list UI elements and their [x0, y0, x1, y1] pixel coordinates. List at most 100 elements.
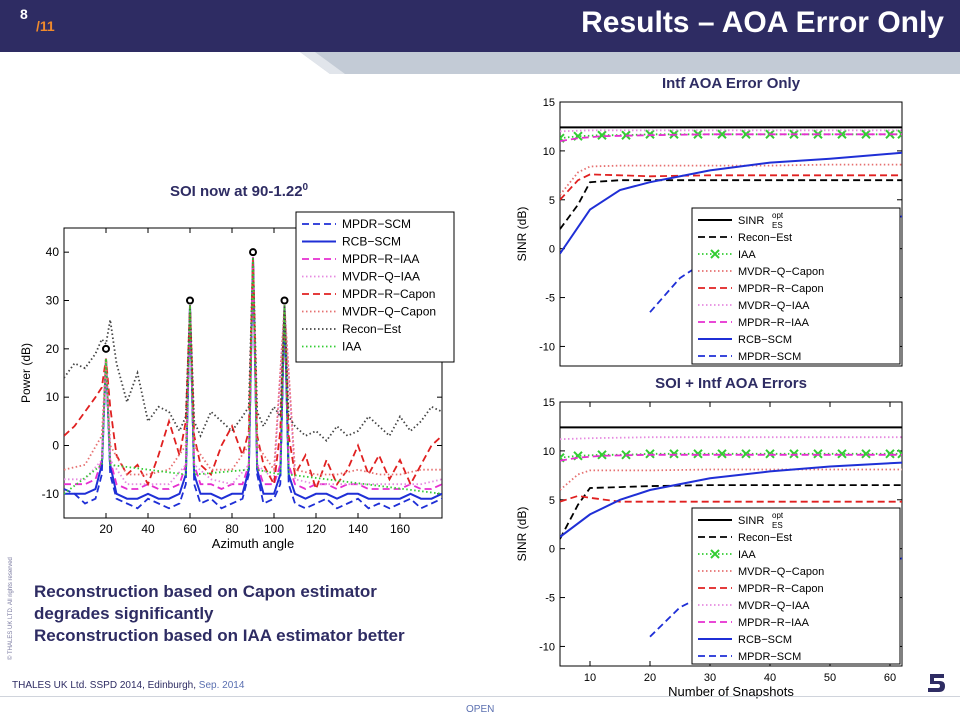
- x-tick-label: 40: [764, 672, 776, 684]
- series-line-mpdr-r-capon: [560, 494, 902, 503]
- left-chart-title-text: SOI now at 90-1.22: [170, 183, 303, 200]
- series-marker-iaa: [765, 449, 775, 459]
- legend-label-mpdr-r-capon: MPDR−R−Capon: [738, 283, 824, 295]
- legend-label-rcb-scm: RCB−SCM: [342, 235, 401, 249]
- series-marker-iaa: [897, 449, 902, 459]
- series-line-iaa: [64, 256, 442, 495]
- footer-classification: OPEN: [466, 704, 495, 715]
- y-tick-label: 0: [52, 439, 59, 453]
- x-tick-label: 120: [306, 522, 326, 536]
- series-line-rcb-scm: [560, 461, 902, 538]
- x-tick-label: 160: [390, 522, 410, 536]
- y-tick-label: 10: [543, 446, 555, 458]
- series-marker-iaa: [837, 129, 847, 139]
- series-line-recon-est: [64, 256, 442, 443]
- slide-title: Results – AOA Error Only: [581, 6, 944, 39]
- x-axis-label: Number of Snapshots: [668, 684, 794, 699]
- series-line-mpdr-scm: [64, 256, 442, 510]
- legend-label-iaa: IAA: [738, 549, 756, 561]
- legend-label-mvdr-q-iaa: MVDR−Q−IAA: [738, 600, 810, 612]
- series-line-rcb-scm: [64, 256, 442, 500]
- legend-label-mvdr-q-iaa: MVDR−Q−IAA: [342, 270, 420, 284]
- y-axis-label: SINR (dB): [515, 507, 529, 562]
- page-total: /11: [36, 18, 55, 34]
- left-chart-power-vs-azimuth: -10 0 10 20 30 40 20 40 60 80 100 120 140 160 Azimuth …: [19, 211, 455, 551]
- y-tick-label: -10: [539, 641, 555, 653]
- thales-logo-icon: [928, 674, 945, 692]
- series-marker-iaa: [837, 449, 847, 459]
- series-marker-iaa: [645, 129, 655, 139]
- series-marker-iaa: [897, 129, 902, 139]
- x-tick-label: 80: [225, 522, 239, 536]
- chart-title: Intf AOA Error Only: [662, 76, 801, 92]
- footer-date: Sep. 2014: [198, 680, 245, 691]
- x-tick-label: 40: [141, 522, 155, 536]
- y-tick-label: 15: [543, 397, 555, 409]
- legend-label-sinr-opt: SINR: [738, 215, 764, 227]
- legend-label-mpdr-scm: MPDR−SCM: [738, 651, 801, 663]
- chart-title: SOI + Intf AOA Errors: [655, 375, 807, 392]
- y-tick-label: 10: [46, 390, 60, 404]
- series-marker-iaa: [741, 129, 751, 139]
- series-marker-iaa: [861, 449, 871, 459]
- legend-label-sup: opt: [772, 211, 784, 220]
- series-line-mvdr-q-capon: [560, 163, 902, 196]
- y-tick-label: -5: [545, 293, 555, 305]
- series-marker-iaa: [885, 449, 895, 459]
- series-marker-iaa: [861, 129, 871, 139]
- x-tick-label: 60: [884, 672, 896, 684]
- series-group: [64, 256, 442, 510]
- top-right-chart-sinr: Intf AOA Error Only -10 -5 0 5 10 15 SINR (dB) S…: [515, 76, 903, 367]
- legend-label-recon-est: Recon−Est: [738, 232, 792, 244]
- series-line-mpdr-r-iaa: [64, 256, 442, 490]
- legend-label-iaa: IAA: [738, 249, 756, 261]
- legend-label-mvdr-q-iaa: MVDR−Q−IAA: [738, 300, 810, 312]
- series-line-mpdr-r-capon: [560, 173, 902, 201]
- series-line-mvdr-q-capon: [64, 256, 442, 476]
- legend-label-mpdr-r-iaa: MPDR−R−IAA: [738, 317, 810, 329]
- left-chart-title-sup: 0: [302, 182, 309, 193]
- caption-line-3: Reconstruction based on IAA estimator be…: [34, 626, 405, 645]
- legend-label-mpdr-r-capon: MPDR−R−Capon: [738, 583, 824, 595]
- series-line-mvdr-q-capon: [560, 468, 902, 491]
- legend-label-rcb-scm: RCB−SCM: [738, 634, 792, 646]
- series-marker-iaa: [669, 449, 679, 459]
- footer-text: THALES UK Ltd. SSPD 2014, Edinburgh, Sep…: [12, 680, 244, 691]
- y-tick-label: 30: [46, 294, 60, 308]
- y-tick-label: 0: [549, 244, 555, 256]
- series-marker-iaa: [597, 450, 607, 460]
- source-marker: [186, 296, 194, 305]
- y-tick-label: 20: [46, 342, 60, 356]
- series-marker-iaa: [741, 449, 751, 459]
- legend-label-recon-est: Recon−Est: [342, 322, 402, 336]
- y-tick-label: -10: [539, 341, 555, 353]
- legend-label-mvdr-q-capon: MVDR−Q−Capon: [342, 305, 436, 319]
- y-tick-label: 5: [549, 495, 555, 507]
- series-marker-iaa: [597, 130, 607, 140]
- bottom-right-chart-sinr: SOI + Intf AOA Errors -10 -5 0 5 10 15 10 20 30 40…: [515, 375, 903, 699]
- y-tick-label: -5: [545, 593, 555, 605]
- legend-label-sup: opt: [772, 511, 784, 520]
- series-line-rcb-scm: [560, 151, 902, 255]
- legend-marker-iaa: [710, 249, 720, 259]
- legend-label-sinr-opt: SINR: [738, 515, 764, 527]
- legend-box: [295, 211, 455, 363]
- x-axis-label: Azimuth angle: [212, 536, 294, 551]
- x-tick-label: 30: [704, 672, 716, 684]
- footer-divider: [0, 696, 960, 697]
- y-tick-label: 5: [549, 195, 555, 207]
- legend-label-mvdr-q-capon: MVDR−Q−Capon: [738, 266, 824, 278]
- legend-label-mpdr-scm: MPDR−SCM: [342, 217, 411, 231]
- footer-company: THALES UK Ltd. SSPD 2014, Edinburgh,: [12, 680, 196, 691]
- legend-label-sub: ES: [772, 221, 783, 230]
- source-marker: [102, 344, 110, 353]
- legend-label-sub: ES: [772, 521, 783, 530]
- legend-label-mpdr-r-iaa: MPDR−R−IAA: [738, 617, 810, 629]
- legend-label-recon-est: Recon−Est: [738, 532, 792, 544]
- series-marker-iaa: [813, 449, 823, 459]
- x-tick-label: 20: [99, 522, 113, 536]
- legend-label-mpdr-r-capon: MPDR−R−Capon: [342, 287, 435, 301]
- y-tick-label: 15: [543, 97, 555, 109]
- y-tick-label: 0: [549, 544, 555, 556]
